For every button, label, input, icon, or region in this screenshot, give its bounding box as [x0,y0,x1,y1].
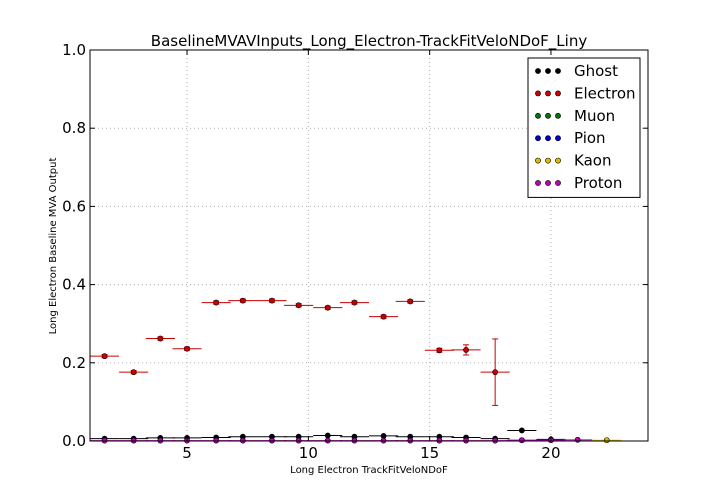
data-point [407,298,414,305]
legend-marker [535,68,541,74]
chart-title: BaselineMVAVInputs_Long_Electron-TrackFi… [151,32,588,51]
legend-label: Muon [574,107,615,125]
data-point [130,369,137,376]
legend-marker [555,180,561,186]
legend-marker [535,90,541,97]
series-kaon [592,437,622,444]
legend-marker [535,180,541,186]
legend-label: Electron [574,84,636,102]
series-electron [90,297,510,406]
plot-frame [89,49,649,442]
data-point [492,369,499,376]
legend-marker [535,157,541,164]
legend-entry-ghost: Ghost [535,62,618,80]
data-point [436,347,443,354]
legend-entry-pion: Pion [535,129,606,147]
x-tick-label: 15 [420,444,439,462]
legend-marker [555,112,561,119]
legend-marker [545,157,551,164]
legend-entry-kaon: Kaon [535,152,611,170]
legend-label: Kaon [574,152,611,170]
legend-marker [555,68,561,74]
legend: Ghost Electron Muon Pion Kaon Proton [527,57,641,198]
legend-marker [555,90,561,97]
y-axis-label: Long Electron Baseline MVA Output [48,158,59,335]
data-point [239,297,246,304]
data-point [518,437,525,444]
y-tick-label: 0.6 [62,197,86,215]
legend-entry-proton: Proton [535,174,622,192]
x-tick-label: 20 [541,444,560,462]
legend-marker [545,180,551,186]
legend-marker [545,90,551,97]
y-tick-label: 0.8 [62,119,86,137]
legend-marker [545,135,551,142]
data-point [574,436,581,443]
legend-marker [535,135,541,142]
legend-marker [545,68,551,74]
series-layer [90,297,622,444]
legend-marker [555,135,561,142]
data-point [324,304,331,311]
data-point [324,432,331,439]
y-tick-label: 0.4 [62,276,86,294]
data-point [269,297,275,304]
y-tick-label: 1.0 [62,41,86,59]
legend-entry-muon: Muon [535,107,615,125]
x-axis-label: Long Electron TrackFitVeloNDoF [290,465,448,476]
data-point [463,346,469,353]
legend-box [527,57,641,198]
legend-label: Proton [574,174,622,192]
data-point [603,437,610,444]
data-point [184,345,190,352]
legend-marker [555,157,561,164]
legend-label: Ghost [574,62,618,80]
data-point [351,299,358,306]
legend-entry-electron: Electron [535,84,636,102]
data-point [295,302,302,309]
x-tick-label: 10 [299,444,318,462]
data-point [518,427,525,434]
x-tick-label: 5 [182,444,192,462]
data-point [157,335,164,342]
y-tick-label: 0.2 [62,354,86,372]
axis-ticks: 5 10 15 20 0.0 0.2 0.4 0.6 0.8 1.0 [62,41,648,462]
data-point [380,313,387,320]
legend-marker [535,112,541,119]
legend-marker [545,112,551,119]
data-point [101,353,108,360]
legend-label: Pion [574,129,606,147]
data-point [213,299,220,306]
y-tick-label: 0.0 [62,432,86,450]
